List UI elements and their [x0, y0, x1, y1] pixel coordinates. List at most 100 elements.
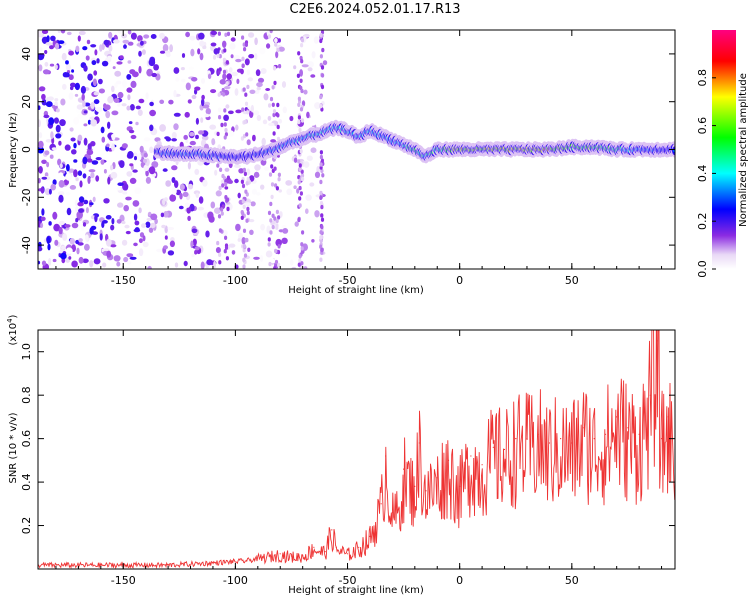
y-tick-label: -40: [20, 236, 33, 254]
noise-blob: [62, 83, 67, 90]
streak-blob: [224, 235, 228, 240]
noise-blob: [163, 245, 168, 250]
noise-blob: [163, 211, 169, 218]
noise-blob: [92, 78, 97, 87]
noise-blob: [322, 60, 328, 66]
noise-blob: [173, 112, 181, 117]
noise-blob: [194, 246, 200, 251]
noise-blob: [94, 214, 98, 223]
noise-blob: [129, 163, 134, 167]
noise-blob: [71, 149, 77, 155]
noise-blob: [184, 111, 190, 118]
streak-blob: [277, 215, 281, 220]
noise-blob: [88, 169, 96, 173]
streak-blob: [241, 35, 245, 40]
noise-blob: [253, 110, 260, 116]
noise-blob: [58, 180, 65, 188]
snr-point: [346, 553, 349, 555]
noise-blob: [125, 230, 131, 235]
noise-blob: [38, 64, 43, 72]
noise-blob: [49, 45, 54, 50]
streak-blob: [297, 102, 301, 108]
streak-blob: [240, 215, 244, 220]
noise-blob: [185, 31, 191, 38]
noise-blob: [234, 88, 239, 96]
noise-blob: [210, 42, 217, 47]
streak-blob: [242, 264, 246, 269]
noise-blob: [65, 60, 69, 65]
noise-blob: [240, 68, 244, 75]
streak-blob: [277, 38, 281, 43]
noise-blob: [306, 155, 313, 161]
streak-blob: [226, 31, 231, 37]
streak-blob: [320, 158, 324, 163]
noise-blob: [87, 143, 92, 151]
noise-blob: [45, 42, 53, 46]
streak-blob: [222, 69, 227, 75]
noise-blob: [293, 157, 298, 163]
noise-blob: [70, 86, 74, 91]
noise-blob: [107, 55, 112, 60]
noise-blob: [127, 94, 131, 101]
x-tick-label: -100: [223, 574, 248, 587]
streak-blob: [272, 109, 277, 114]
streak-blob: [319, 38, 323, 44]
noise-blob: [126, 74, 132, 80]
noise-blob: [69, 127, 74, 132]
streak-blob: [300, 169, 304, 174]
noise-blob: [164, 197, 168, 202]
noise-blob: [143, 137, 151, 142]
spectrogram-y-label: Frequency (Hz): [8, 112, 19, 188]
noise-blob: [169, 240, 175, 248]
y-tick-label: 0.6: [20, 430, 33, 448]
noise-blob: [138, 248, 144, 257]
noise-blob: [107, 121, 111, 129]
noise-blob: [254, 53, 258, 60]
noise-blob: [248, 54, 255, 59]
streak-blob: [300, 246, 304, 251]
noise-blob: [122, 80, 127, 88]
noise-blob: [279, 211, 283, 218]
noise-blob: [103, 169, 107, 174]
noise-blob: [226, 73, 232, 80]
noise-blob: [169, 194, 177, 202]
noise-blob: [54, 117, 59, 124]
noise-blob: [197, 48, 201, 55]
noise-blob: [64, 144, 71, 151]
noise-blob: [78, 196, 85, 203]
streak-blob: [226, 197, 230, 202]
streak-blob: [297, 262, 301, 267]
noise-blob: [141, 223, 147, 228]
noise-blob: [265, 88, 271, 91]
noise-blob: [43, 114, 50, 119]
noise-blob: [204, 113, 210, 118]
streak-blob: [223, 135, 227, 140]
noise-blob: [98, 78, 103, 85]
noise-blob: [116, 187, 121, 191]
noise-blob: [145, 176, 151, 184]
noise-blob: [175, 77, 180, 82]
noise-blob: [142, 235, 146, 242]
noise-blob: [228, 67, 233, 73]
noise-blob: [185, 139, 189, 143]
snr-point: [593, 438, 595, 440]
x-tick-label: -50: [339, 274, 357, 287]
noise-blob: [138, 238, 143, 244]
x-tick-label: 50: [565, 274, 579, 287]
streak-blob: [268, 172, 273, 177]
noise-blob: [195, 134, 199, 140]
noise-blob: [188, 66, 194, 70]
noise-blob: [48, 117, 55, 126]
streak-blob: [298, 185, 302, 191]
streak-blob: [298, 196, 302, 201]
colorbar-tick-label: 0.6: [696, 117, 709, 135]
noise-blob: [60, 30, 66, 34]
noise-blob: [121, 220, 126, 225]
noise-blob: [76, 104, 84, 110]
noise-blob: [126, 87, 133, 93]
streak-blob: [271, 224, 275, 230]
snr-point: [358, 546, 360, 548]
noise-blob: [145, 221, 151, 228]
noise-blob: [101, 136, 106, 143]
noise-blob: [71, 260, 78, 268]
